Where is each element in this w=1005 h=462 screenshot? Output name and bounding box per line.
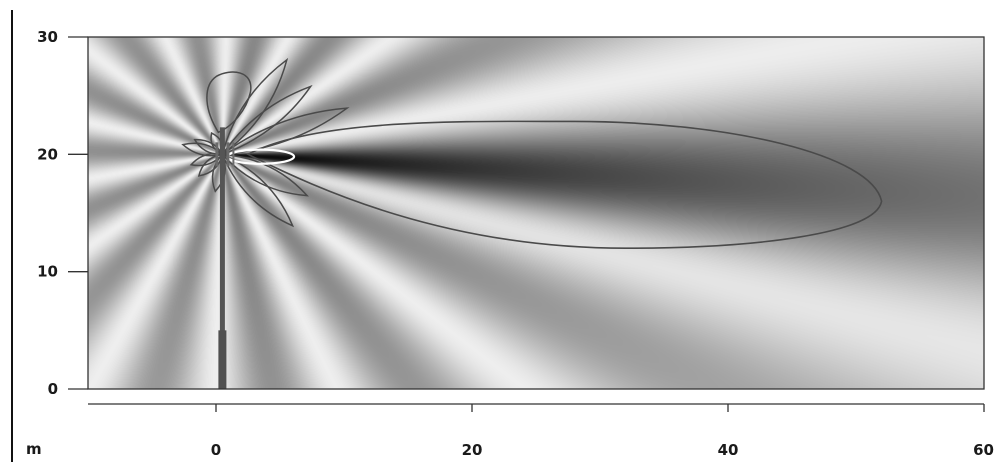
unit-label: m xyxy=(26,440,42,458)
y-tick-label: 0 xyxy=(48,380,58,398)
plot-area xyxy=(88,37,984,389)
x-tick-label: 40 xyxy=(718,441,739,459)
inner-contour xyxy=(226,148,296,165)
upper-lobe-contour xyxy=(206,71,252,134)
antenna-mast-base xyxy=(218,330,227,389)
antenna-element xyxy=(215,142,219,167)
antenna-element xyxy=(226,142,230,167)
side-lobe-contour xyxy=(197,153,224,177)
y-tick-label: 20 xyxy=(37,145,58,163)
main-lobe-contour xyxy=(246,120,883,250)
x-axis: 0 20 40 60 xyxy=(88,403,994,459)
plot-frame xyxy=(87,36,985,390)
side-lobe-contour xyxy=(219,107,350,156)
side-lobe-contour xyxy=(181,142,224,157)
antenna-mast xyxy=(219,127,225,389)
x-tick-label: 60 xyxy=(973,441,994,459)
side-lobe-contour xyxy=(220,152,295,228)
y-tick-label: 10 xyxy=(37,263,58,281)
x-tick-label: 0 xyxy=(211,441,221,459)
antenna-element xyxy=(232,142,235,167)
side-lobe-contour xyxy=(220,84,313,156)
y-axis: 0 10 20 30 xyxy=(37,28,88,398)
side-lobe-contour xyxy=(220,153,309,197)
side-lobe-contour xyxy=(189,152,224,167)
antenna-feed xyxy=(215,142,235,167)
y-tick-label: 30 xyxy=(37,28,58,46)
field-intensity-heatmap xyxy=(88,37,984,389)
x-tick-label: 20 xyxy=(462,441,483,459)
